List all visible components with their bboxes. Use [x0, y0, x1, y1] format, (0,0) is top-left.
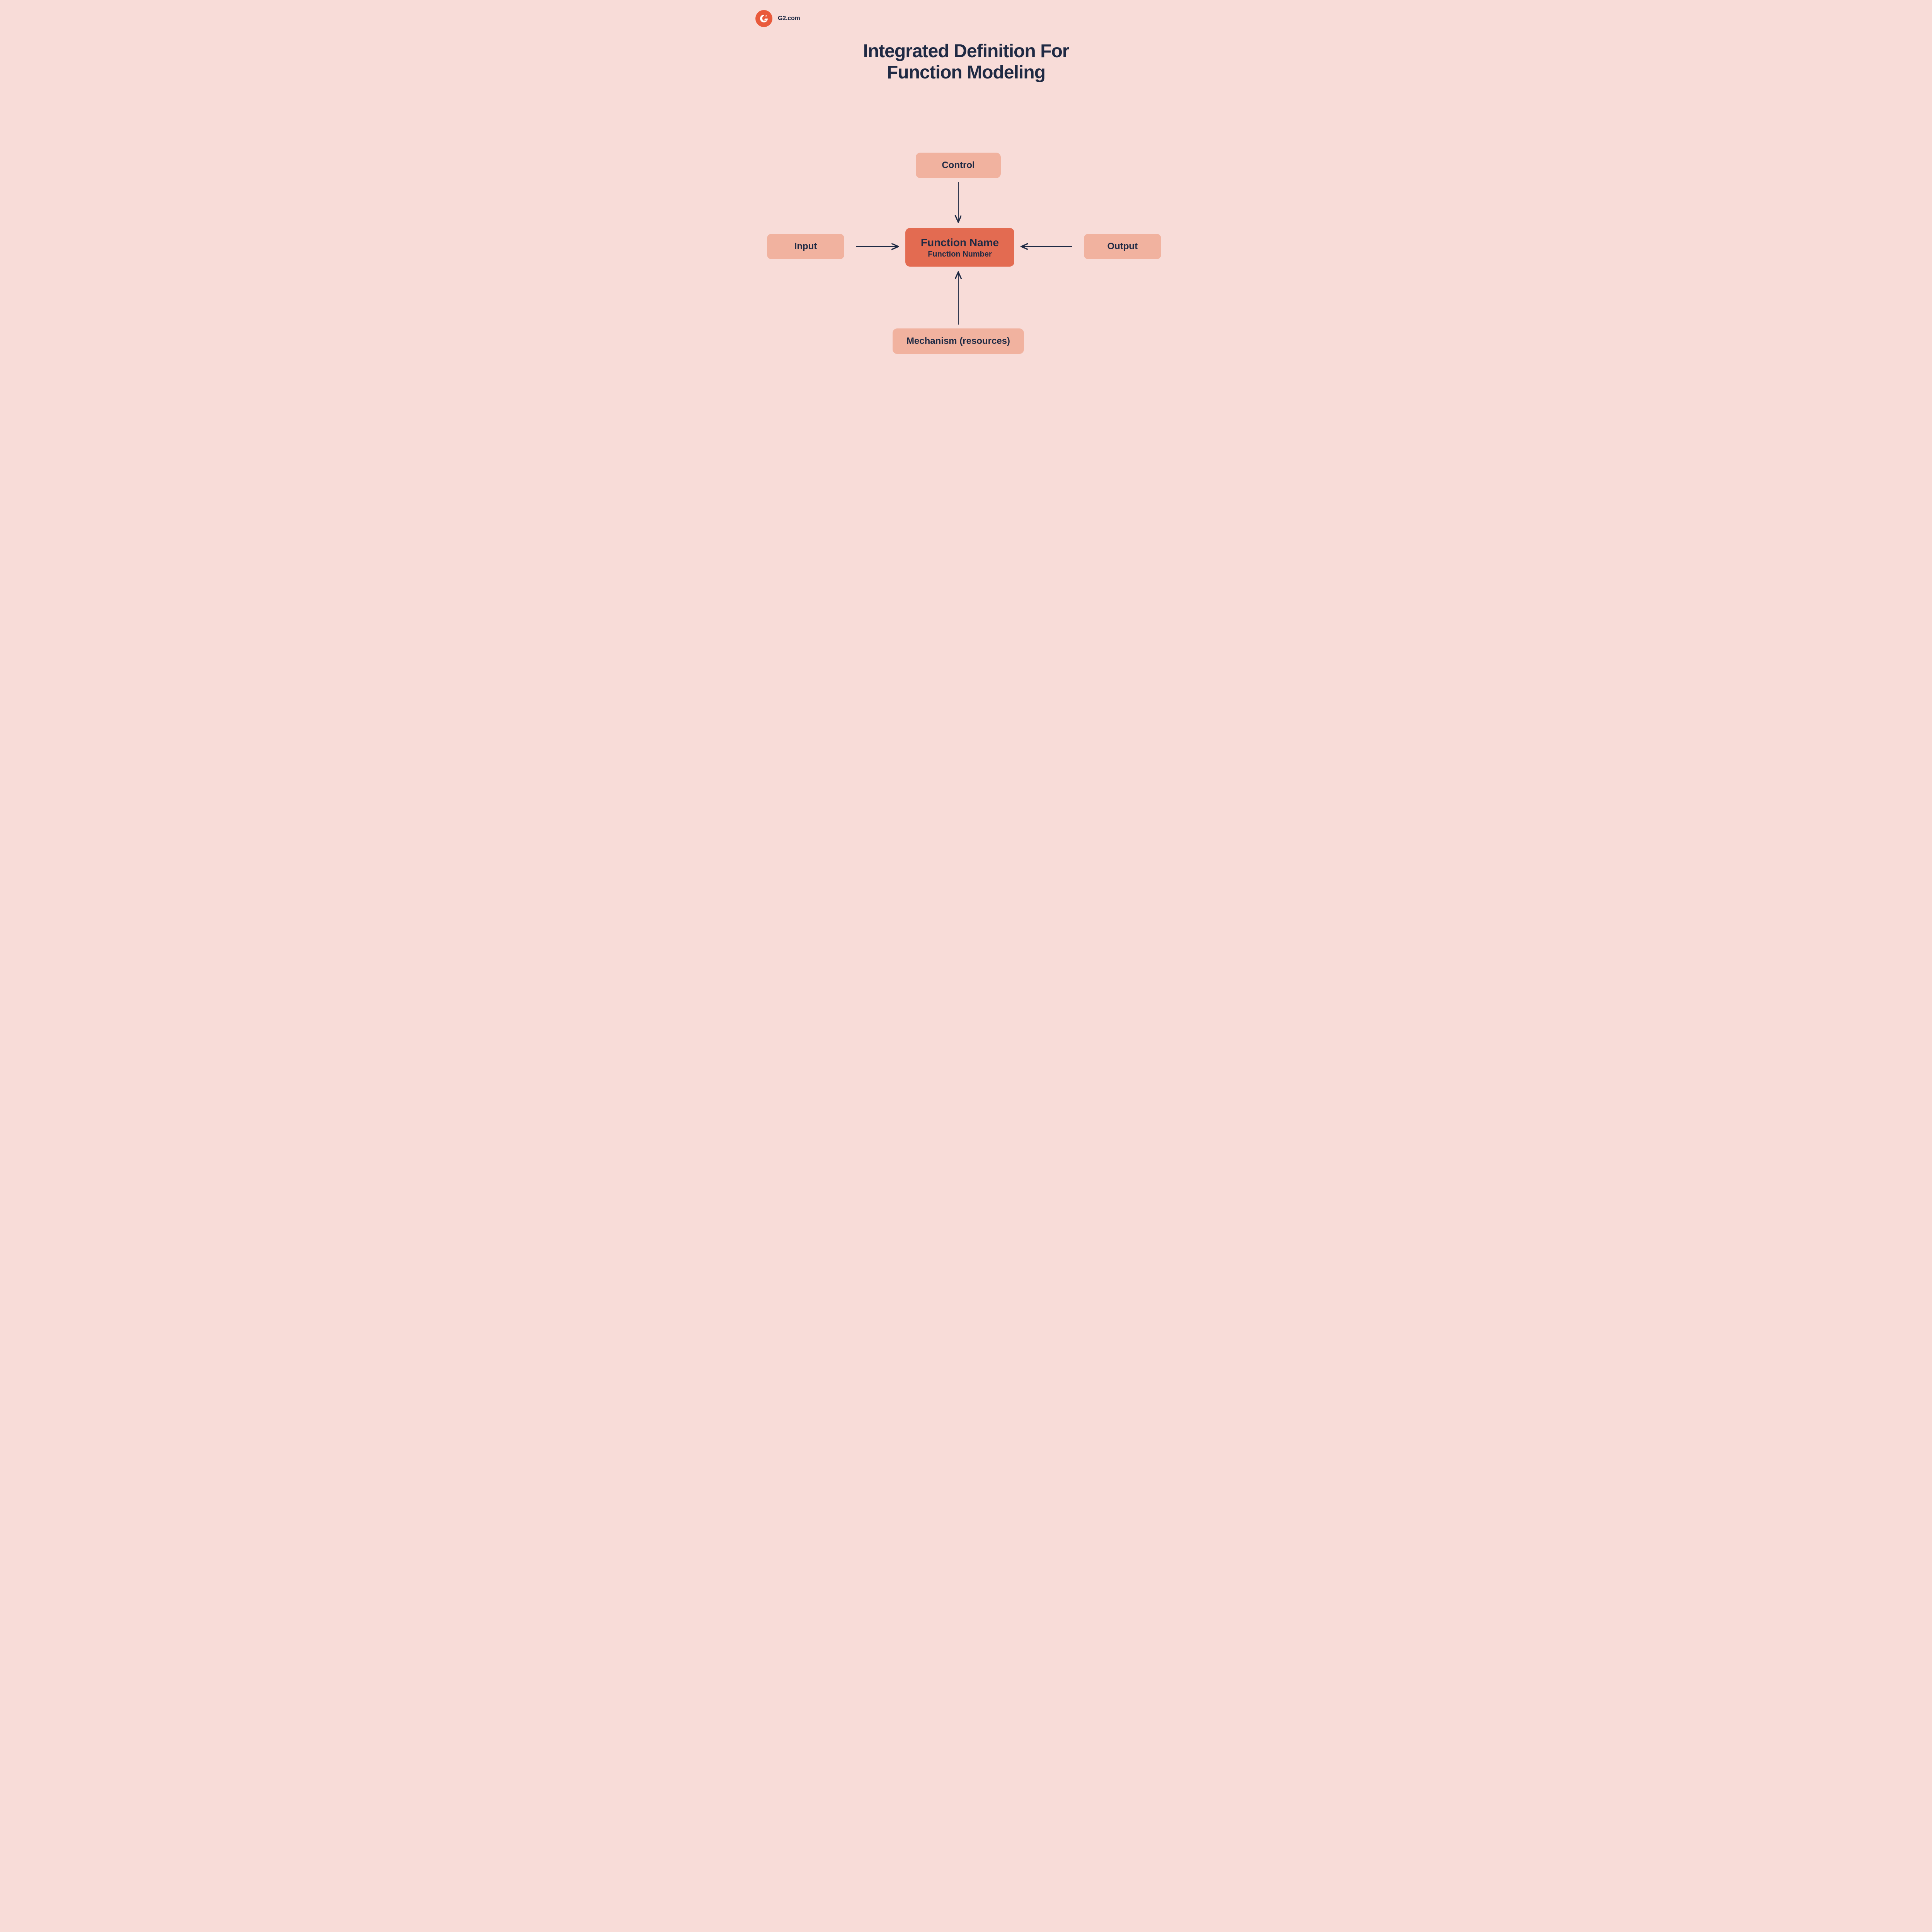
- output-label: Output: [1107, 241, 1138, 252]
- function-number-label: Function Number: [928, 250, 992, 259]
- function-center-node: Function Name Function Number: [905, 228, 1014, 267]
- control-label: Control: [942, 160, 975, 171]
- diagram-canvas: 2 G2.com Integrated Definition For Funct…: [744, 0, 1188, 403]
- input-label: Input: [794, 241, 817, 252]
- mechanism-label: Mechanism (resources): [906, 336, 1010, 347]
- control-node: Control: [916, 153, 1001, 178]
- idef0-diagram: Control Input Output Mechanism (resource…: [744, 0, 1188, 403]
- output-node: Output: [1084, 234, 1161, 259]
- function-name-label: Function Name: [921, 236, 999, 249]
- mechanism-node: Mechanism (resources): [893, 328, 1024, 354]
- input-node: Input: [767, 234, 844, 259]
